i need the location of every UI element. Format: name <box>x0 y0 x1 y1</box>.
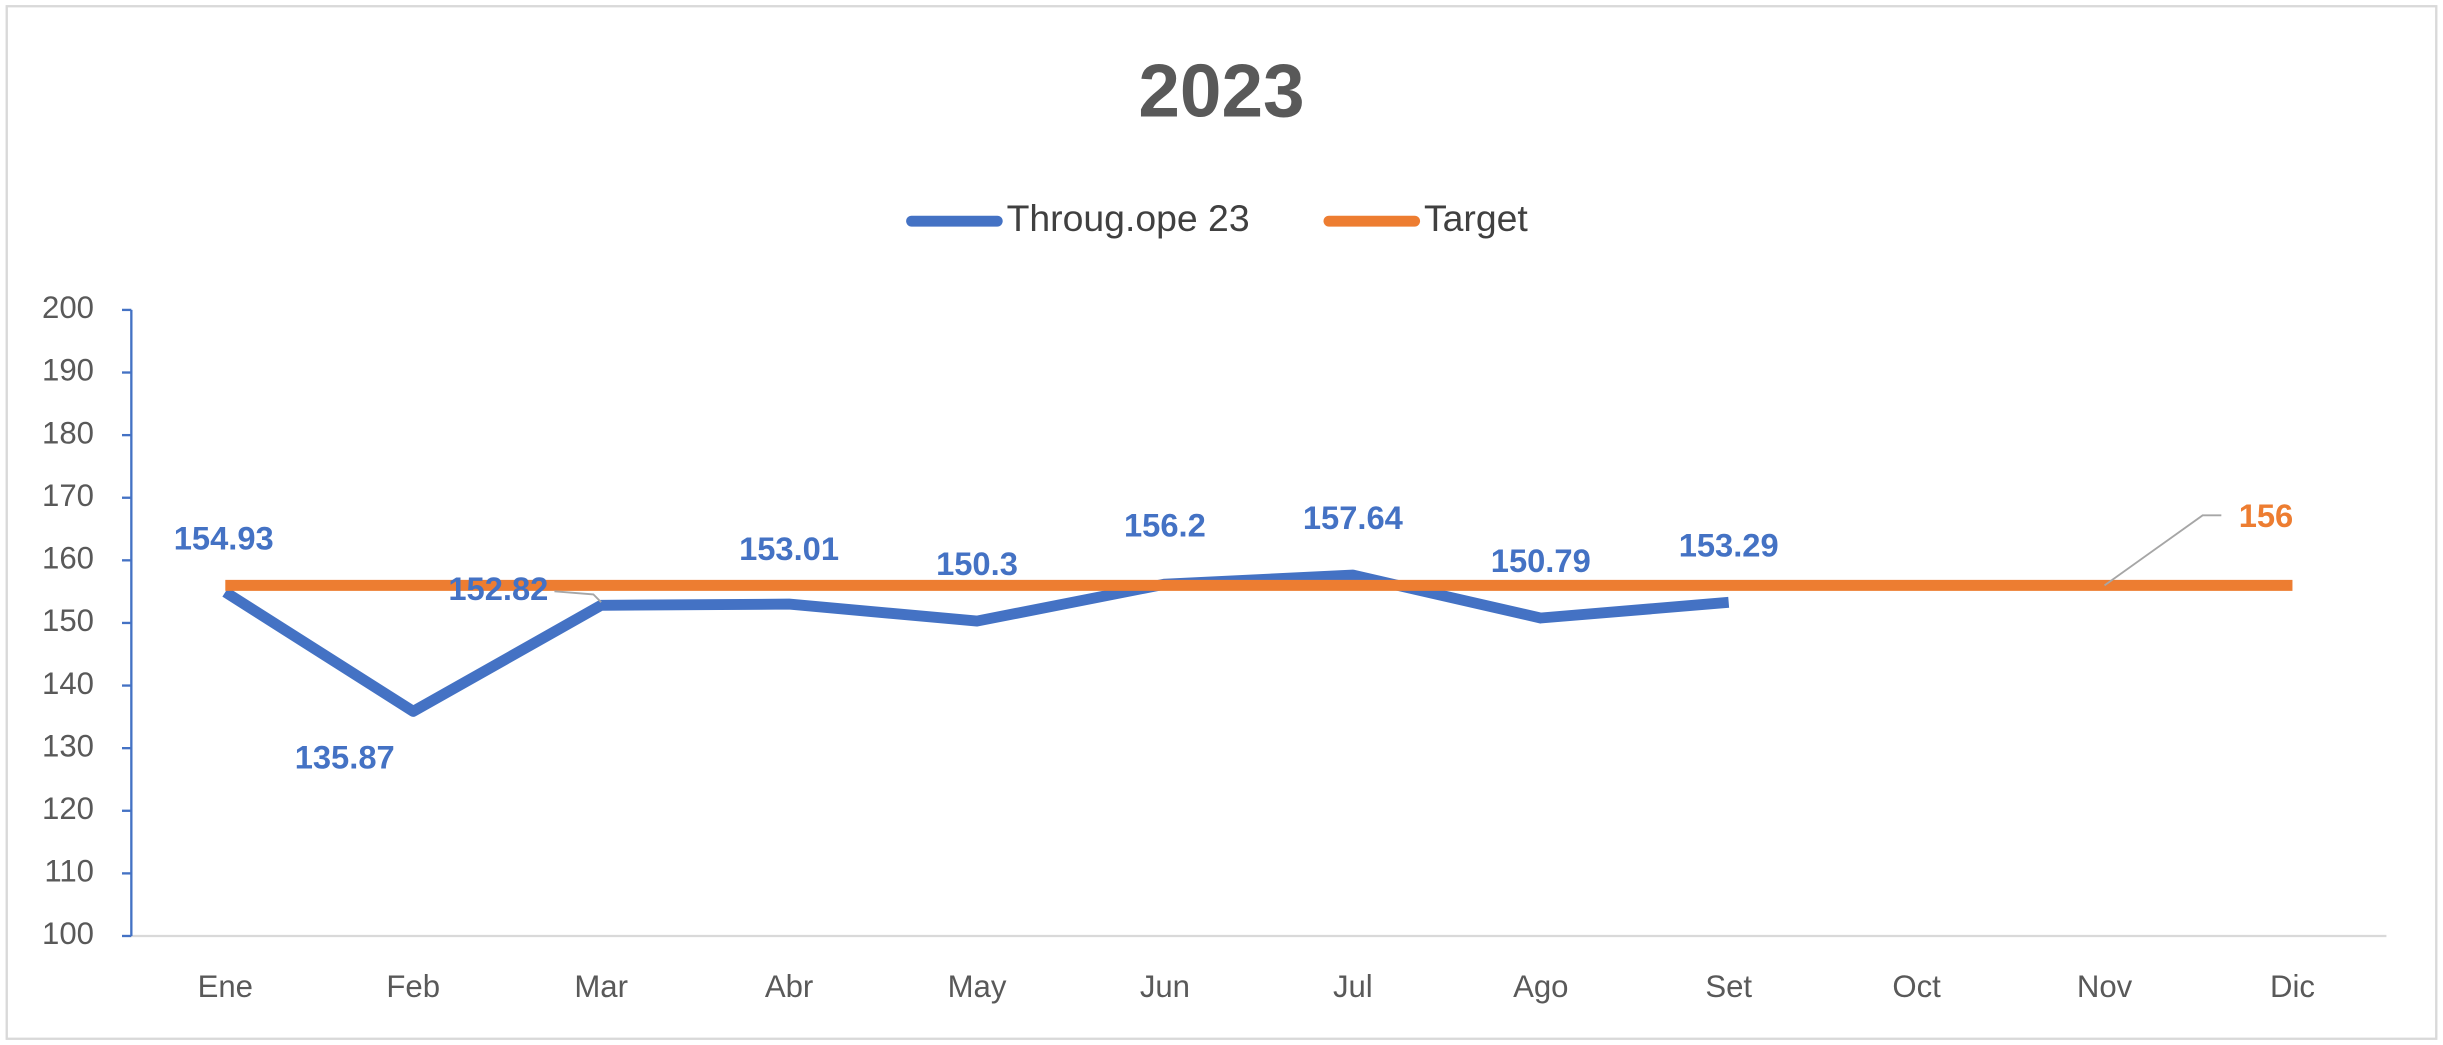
data-label: 152.82 <box>448 570 548 607</box>
x-tick-label: Feb <box>386 969 440 1004</box>
y-tick-label: 160 <box>42 541 94 576</box>
y-tick-label: 130 <box>42 728 94 763</box>
y-tick-label: 190 <box>42 353 94 388</box>
data-label: 150.3 <box>936 545 1018 582</box>
label-leader <box>554 590 602 603</box>
data-label: 154.93 <box>174 519 274 556</box>
y-tick-label: 180 <box>42 415 94 450</box>
legend-label: Throug.ope 23 <box>1007 197 1250 239</box>
x-tick-label: Oct <box>1892 969 1941 1004</box>
y-tick-label: 200 <box>42 290 94 325</box>
y-tick-label: 140 <box>42 666 94 701</box>
data-label: 157.64 <box>1303 499 1403 536</box>
x-tick-label: May <box>948 969 1007 1004</box>
x-tick-label: Nov <box>2077 969 2133 1004</box>
data-label: 156 <box>2239 497 2294 534</box>
y-tick-label: 150 <box>42 603 94 638</box>
y-tick-label: 120 <box>42 791 94 826</box>
x-tick-label: Abr <box>765 969 813 1004</box>
y-tick-label: 110 <box>44 854 94 889</box>
y-tick-label: 100 <box>42 916 94 951</box>
label-leader <box>2103 514 2222 587</box>
x-tick-label: Jul <box>1333 969 1373 1004</box>
x-tick-label: Ene <box>198 969 253 1004</box>
x-tick-label: Ago <box>1513 969 1568 1004</box>
data-label: 150.79 <box>1491 542 1591 579</box>
chart-title: 2023 <box>1138 48 1304 132</box>
chart-frame <box>5 5 2438 1040</box>
series-line <box>222 569 1730 717</box>
data-label: 153.01 <box>739 530 839 567</box>
x-tick-label: Mar <box>574 969 628 1004</box>
x-tick-label: Jun <box>1140 969 1190 1004</box>
legend-label: Target <box>1424 197 1528 239</box>
data-label: 135.87 <box>295 738 395 775</box>
y-tick-label: 170 <box>42 478 94 513</box>
x-tick-label: Dic <box>2270 969 2315 1004</box>
data-label: 156.2 <box>1124 507 1206 544</box>
data-label: 153.29 <box>1679 526 1779 563</box>
x-tick-label: Set <box>1705 969 1752 1004</box>
